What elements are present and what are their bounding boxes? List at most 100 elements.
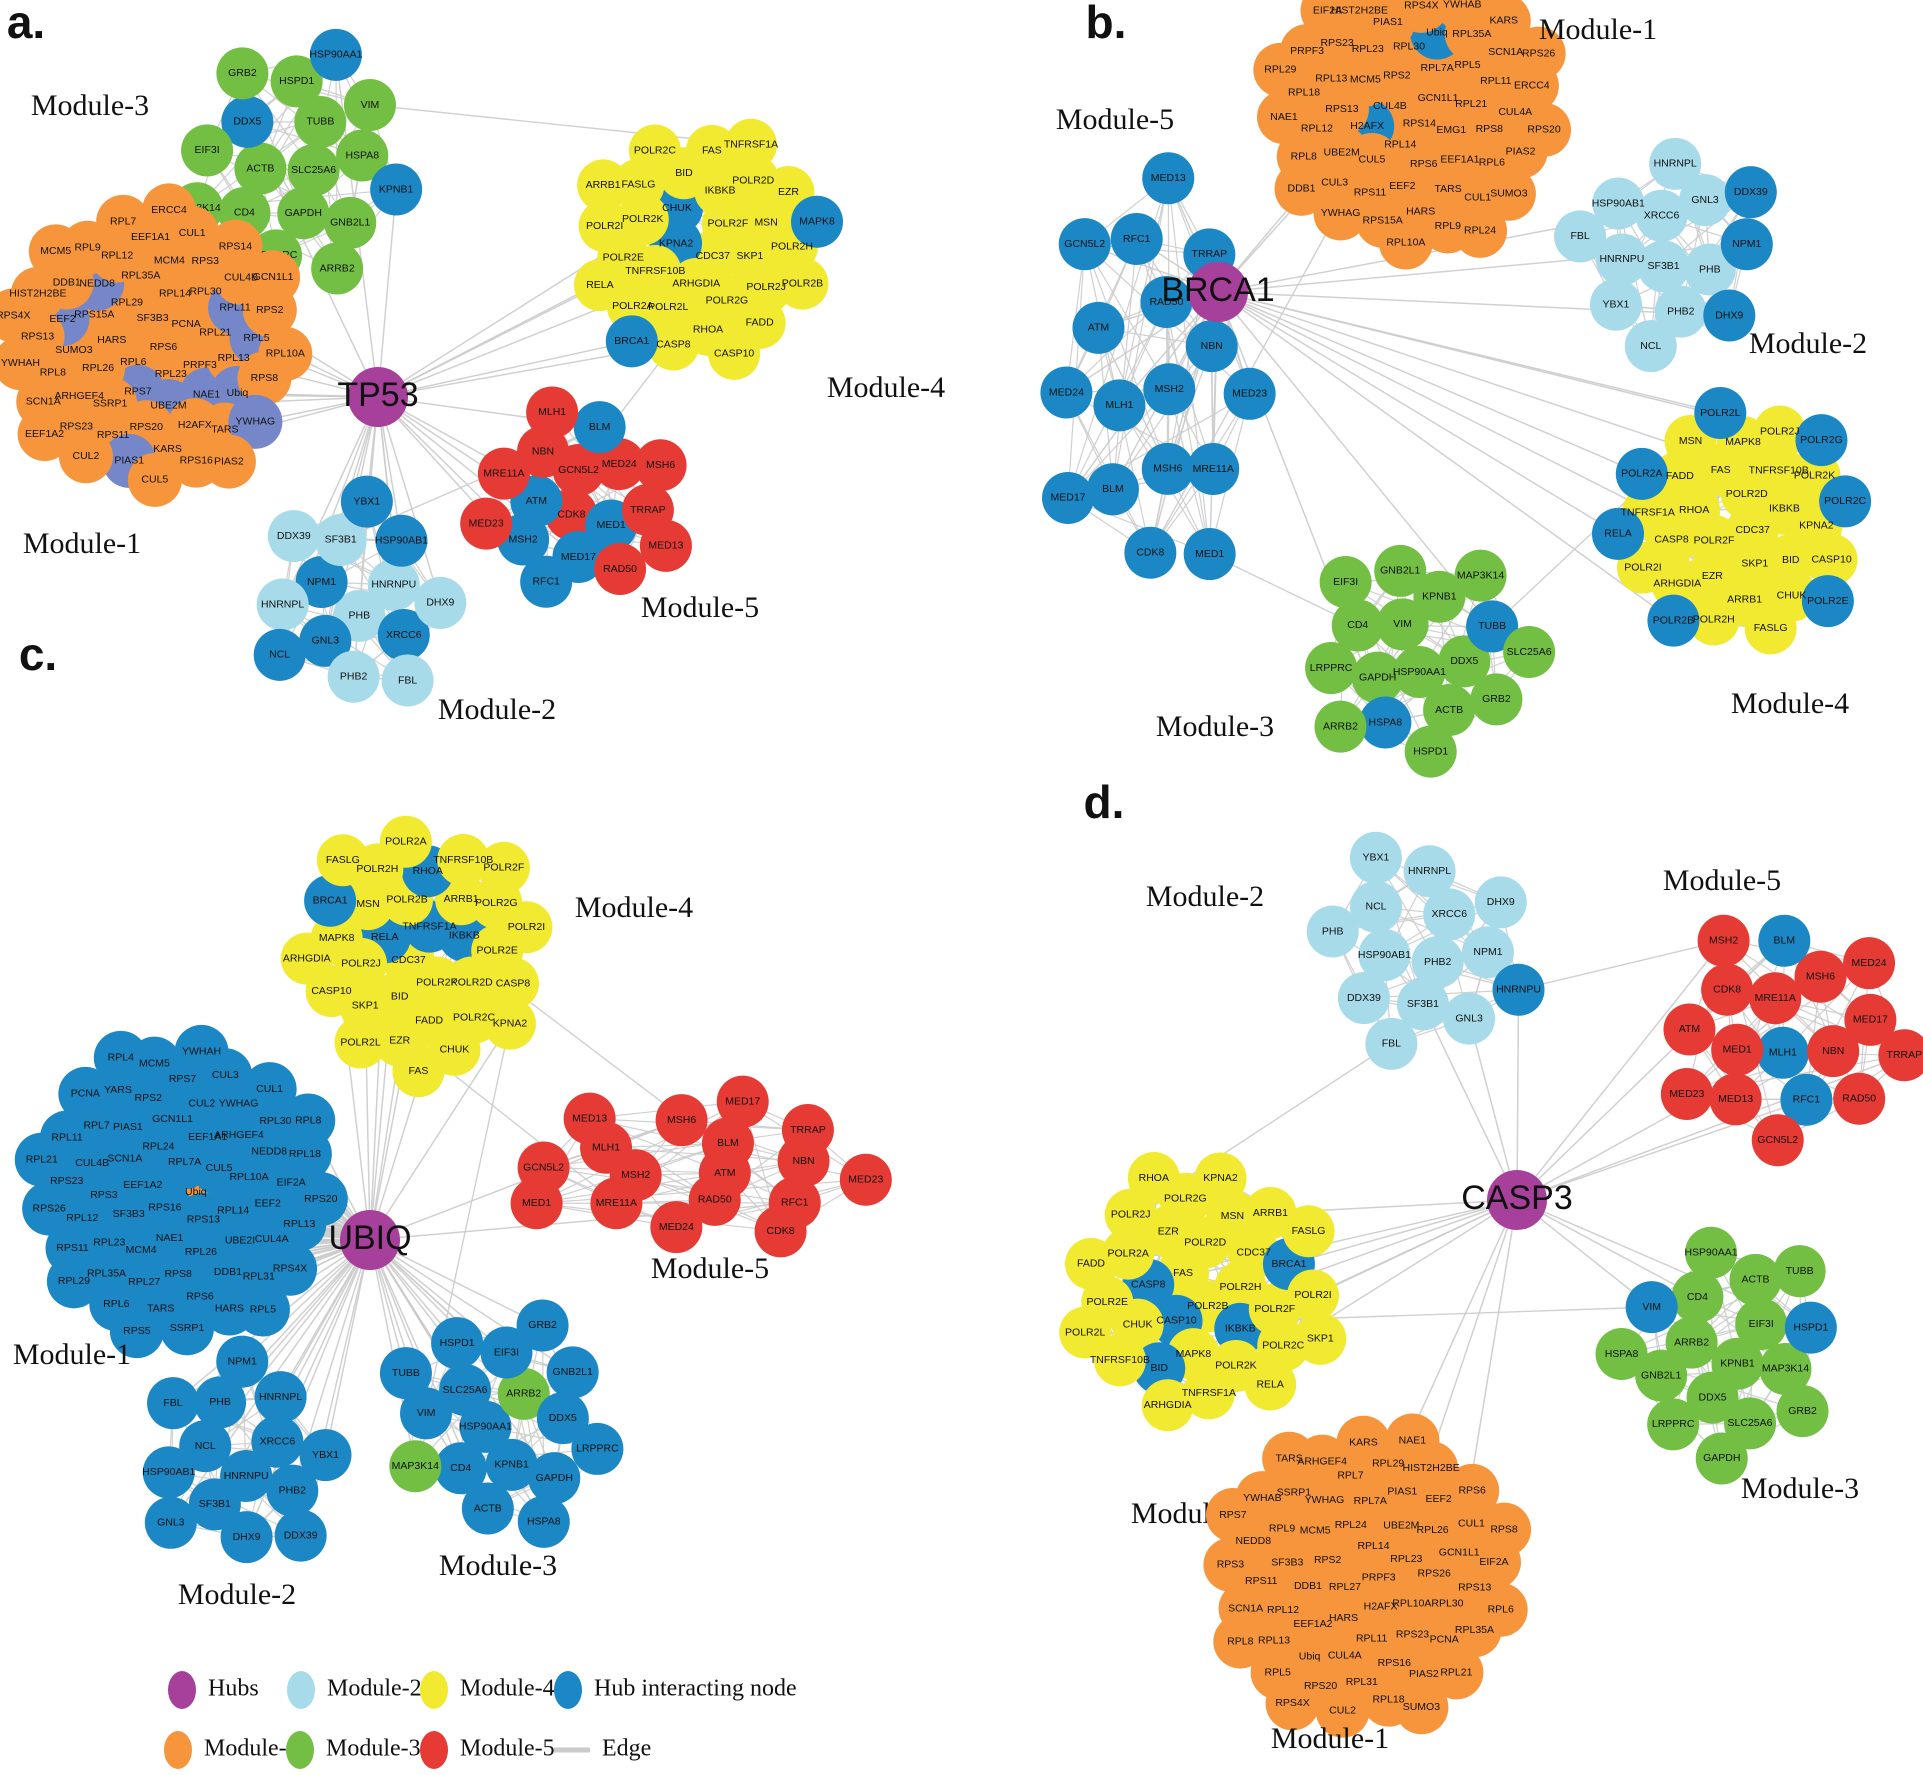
node-label: RPS6: [150, 341, 178, 353]
network-node: [17, 407, 72, 462]
node-label: RPL14: [217, 1204, 249, 1216]
node-label: CUL4B: [1373, 100, 1407, 112]
legend-label: Edge: [602, 1736, 651, 1762]
node-label: SKP1: [1307, 1333, 1334, 1345]
node-label: DDX5: [1699, 1391, 1727, 1403]
network-node: [434, 1442, 487, 1495]
node-label: ARHGDIA: [672, 278, 720, 290]
network-node: [1445, 1463, 1500, 1518]
node-label: POLR2E: [477, 945, 518, 957]
node-label: SCN1A: [26, 396, 61, 408]
network-node: [1665, 1316, 1718, 1369]
node-label: YWHAH: [1, 357, 40, 369]
node-label: RPL30: [189, 286, 221, 298]
node-label: CD4: [450, 1462, 471, 1474]
network-node: [1635, 1349, 1688, 1402]
node-label: NBN: [792, 1155, 814, 1167]
node-label: ERCC4: [1514, 80, 1550, 92]
node-label: SLC25A6: [443, 1384, 488, 1396]
node-label: EEF1A1: [1440, 154, 1479, 166]
node-label: CUL2: [1329, 1704, 1356, 1716]
network-node: [1833, 1072, 1886, 1125]
network-node: [1753, 405, 1806, 458]
module-label: Module-5: [1663, 864, 1781, 897]
network-node: [1756, 1026, 1809, 1079]
node-label: POLR2K: [1215, 1360, 1256, 1372]
hub-CASP3: CASP3: [1461, 1170, 1573, 1230]
network-node: [1143, 363, 1196, 416]
node-label: NAE1: [1270, 111, 1298, 123]
node-label: MED1: [597, 519, 626, 531]
network-node: [1759, 1342, 1812, 1395]
node-label: SCN1A: [1228, 1602, 1263, 1614]
network-node: [1374, 544, 1427, 597]
node-label: MRE11A: [596, 1197, 637, 1209]
node-label: DDX39: [277, 530, 311, 542]
node-label: EEF1A2: [1293, 1618, 1332, 1630]
network-node: [685, 124, 738, 177]
network-node: [270, 55, 323, 108]
hub-TP53: TP53: [337, 367, 419, 427]
node-label: DHX9: [1715, 309, 1743, 321]
network-node: [1686, 1371, 1739, 1424]
node-label: KPNB1: [379, 183, 414, 195]
node-label: FASLG: [326, 854, 360, 866]
panel-d-module-m4: POLR2B FAS POLR2H CASP10 POLR2D IKBKB CASP8 CDC…: [1059, 1151, 1347, 1432]
network-node: [520, 555, 573, 608]
node-label: TRRAP: [630, 504, 666, 516]
network-node: [639, 519, 692, 572]
network-node: [1058, 218, 1111, 271]
node-label: FADD: [1077, 1258, 1105, 1270]
edge: [543, 1166, 795, 1204]
node-label: GNB2L1: [1380, 565, 1420, 577]
module-label: Module-1: [23, 527, 141, 560]
network-node: [367, 558, 420, 611]
network-node: [516, 1299, 569, 1352]
node-label: CASP8: [496, 977, 531, 989]
network-node: [634, 439, 687, 492]
node-label: YARS: [104, 1084, 132, 1096]
node-label: RPS5: [123, 1325, 151, 1337]
node-label: VIM: [361, 99, 380, 111]
node-label: DDX5: [1450, 655, 1478, 667]
panel-b-module-m1: RPS14CUL4BGCN1L1RPL14RPS2EMG1H2AFXRPL7AR…: [1253, 0, 1572, 270]
node-label: H2AFX: [1350, 120, 1384, 132]
node-label: PIAS1: [1373, 16, 1403, 28]
node-label: ACTB: [246, 162, 274, 174]
network-node: [688, 1173, 741, 1226]
network-node: [1042, 471, 1095, 524]
node-label: MED17: [561, 551, 596, 563]
network-node: [480, 1326, 533, 1379]
edge: [1288, 1199, 1518, 1265]
node-label: CASP8: [1654, 533, 1689, 545]
node-label: RPL29: [111, 296, 143, 308]
network-node: [1595, 1328, 1648, 1381]
node-label: TNFRSF10B: [433, 854, 493, 866]
network-node: [497, 1367, 550, 1420]
node-label: GNL3: [1455, 1012, 1483, 1024]
node-label: YBX1: [1363, 852, 1390, 864]
node-label: RPL12: [1301, 123, 1333, 135]
node-label: RPS7: [1219, 1509, 1247, 1521]
panel-a-module-m5: CDK8 GCN5L2 MED1 ATM MED24 MED17 NBN TRRAP MSH2 B…: [460, 386, 692, 608]
network-node: [605, 315, 658, 368]
node-label: MCM5: [139, 1057, 170, 1069]
network-node: [381, 654, 434, 707]
node-label: NEDD8: [79, 278, 115, 290]
network-node: [1805, 533, 1858, 586]
network-node: [142, 183, 197, 238]
node-label: RPL27: [128, 1276, 160, 1288]
node-label: PCNA: [1430, 1633, 1459, 1645]
node-label: RPL5: [1265, 1666, 1291, 1678]
node-label: POLR2H: [1219, 1281, 1261, 1293]
node-label: RPL13: [1315, 72, 1347, 84]
node-label: SF3B1: [199, 1498, 231, 1510]
node-label: PHB2: [279, 1484, 307, 1496]
network-node: [1751, 1114, 1804, 1167]
node-label: DHX9: [426, 597, 454, 609]
node-label: RPL11: [51, 1131, 82, 1143]
node-label: HSP90AB1: [142, 1466, 195, 1478]
network-node: [650, 1201, 703, 1254]
node-label: YWHAG: [219, 1098, 259, 1110]
